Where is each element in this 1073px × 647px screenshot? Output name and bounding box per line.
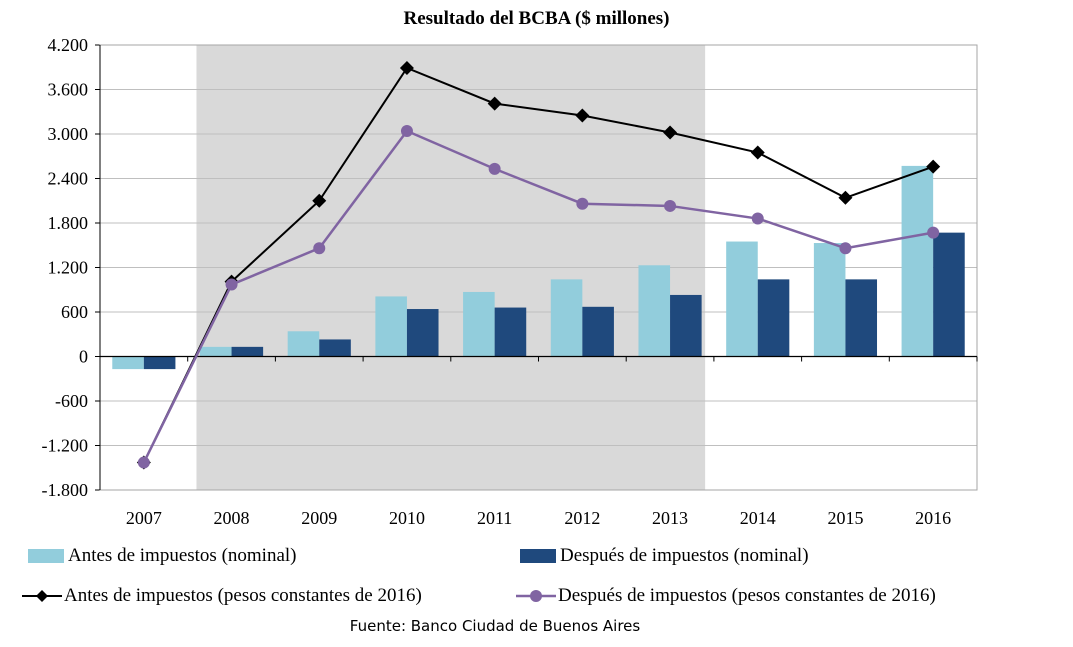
x-tick-label: 2015 <box>827 508 863 528</box>
x-tick-label: 2016 <box>915 508 951 528</box>
y-tick-label: 600 <box>61 302 88 322</box>
x-tick-label: 2010 <box>389 508 425 528</box>
chart-title: Resultado del BCBA ($ millones) <box>403 8 670 29</box>
bar-despues-nominal <box>231 346 264 357</box>
marker-despues-constantes <box>400 125 413 138</box>
bar-despues-nominal <box>143 356 176 370</box>
bar-despues-nominal <box>319 339 351 357</box>
bar-despues-nominal <box>406 309 439 357</box>
legend-item-despues-constantes: Después de impuestos (pesos constantes d… <box>516 585 936 607</box>
legend-label-antes-constantes: Antes de impuestos (pesos constantes de … <box>64 585 422 606</box>
bar-despues-nominal <box>845 279 878 357</box>
bar-despues-nominal <box>494 307 527 357</box>
y-tick-label: 0 <box>79 347 88 367</box>
source-note: Fuente: Banco Ciudad de Buenos Aires <box>349 617 641 635</box>
marker-despues-constantes <box>751 212 764 225</box>
x-tick-label: 2007 <box>126 508 162 528</box>
x-tick-label: 2013 <box>652 508 688 528</box>
legend-label-despues-constantes: Después de impuestos (pesos constantes d… <box>558 585 936 606</box>
marker-despues-constantes <box>225 278 238 291</box>
legend-swatch-antes-constantes <box>22 590 62 602</box>
marker-antes-constantes <box>838 190 853 205</box>
bar-antes-nominal <box>463 291 495 357</box>
marker-antes-constantes <box>399 60 414 75</box>
bar-antes-nominal <box>550 279 583 357</box>
y-tick-label: 2.400 <box>48 169 89 189</box>
bar-antes-nominal <box>726 241 758 357</box>
marker-despues-constantes <box>313 242 326 255</box>
marker-antes-constantes <box>663 125 678 140</box>
marker-despues-constantes <box>488 162 501 175</box>
x-tick-label: 2012 <box>564 508 600 528</box>
y-tick-label: 4.200 <box>48 35 89 55</box>
legend-swatch-antes-nominal <box>28 549 64 563</box>
x-tick-label: 2014 <box>740 508 776 528</box>
marker-despues-constantes <box>576 197 589 210</box>
legend-item-antes-nominal: Antes de impuestos (nominal) <box>28 545 297 567</box>
bar-antes-nominal <box>199 346 232 357</box>
marker-antes-constantes <box>312 193 327 208</box>
marker-antes-constantes <box>575 108 590 123</box>
marker-despues-constantes <box>839 242 852 255</box>
marker-antes-constantes <box>750 145 765 160</box>
marker-antes-constantes <box>487 96 502 111</box>
legend-swatch-despues-constantes <box>516 590 556 602</box>
y-tick-label: 3.600 <box>48 80 89 100</box>
bar-antes-nominal <box>112 356 144 370</box>
x-tick-label: 2011 <box>477 508 512 528</box>
legend-label-antes-nominal: Antes de impuestos (nominal) <box>68 545 297 566</box>
x-tick-label: 2009 <box>301 508 337 528</box>
y-tick-label: -1.800 <box>42 480 89 500</box>
marker-despues-constantes <box>927 226 940 239</box>
y-tick-label: 1.800 <box>48 213 89 233</box>
line-despues-constantes <box>142 129 934 464</box>
legend-label-despues-nominal: Después de impuestos (nominal) <box>560 545 809 566</box>
legend-item-despues-nominal: Después de impuestos (nominal) <box>520 545 809 567</box>
line-antes-constantes <box>142 66 934 463</box>
bar-antes-nominal <box>375 296 407 357</box>
bar-antes-nominal <box>287 331 320 357</box>
y-tick-label: -600 <box>55 391 88 411</box>
bar-antes-nominal <box>813 243 846 357</box>
bar-despues-nominal <box>757 279 790 357</box>
y-tick-label: -1.200 <box>42 436 89 456</box>
legend-item-antes-constantes: Antes de impuestos (pesos constantes de … <box>22 585 422 607</box>
legend-swatch-despues-nominal <box>520 549 556 563</box>
bar-antes-nominal <box>901 165 934 357</box>
marker-despues-constantes <box>137 456 150 469</box>
bar-despues-nominal <box>933 232 965 357</box>
bar-despues-nominal <box>582 306 614 357</box>
bar-despues-nominal <box>670 294 702 357</box>
y-tick-label: 3.000 <box>48 124 89 144</box>
marker-antes-constantes <box>926 159 941 174</box>
x-tick-label: 2008 <box>214 508 250 528</box>
bar-antes-nominal <box>638 265 671 357</box>
marker-despues-constantes <box>664 199 677 212</box>
y-tick-label: 1.200 <box>48 258 89 278</box>
